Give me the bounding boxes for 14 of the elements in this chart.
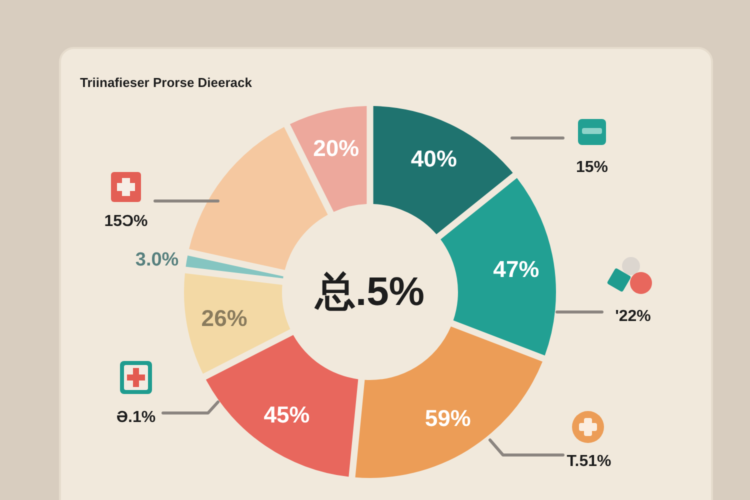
data-label: 26% xyxy=(201,305,248,332)
data-label: 47% xyxy=(493,256,540,282)
text: T.51% xyxy=(566,453,612,470)
data-label: 3.0% xyxy=(135,249,179,270)
data-label: 20% xyxy=(313,134,360,161)
data-label: 59% xyxy=(424,404,471,431)
chart-title: Triinafieser Prorse Dieerack xyxy=(80,75,253,90)
data-label: 40% xyxy=(410,146,457,172)
text: 15Ͻ% xyxy=(104,213,148,230)
text: 15% xyxy=(576,159,608,176)
data-label: 45% xyxy=(264,401,310,428)
text: 总.5% xyxy=(314,270,424,314)
text: '22% xyxy=(615,308,651,325)
text: Ә.1% xyxy=(116,409,156,426)
